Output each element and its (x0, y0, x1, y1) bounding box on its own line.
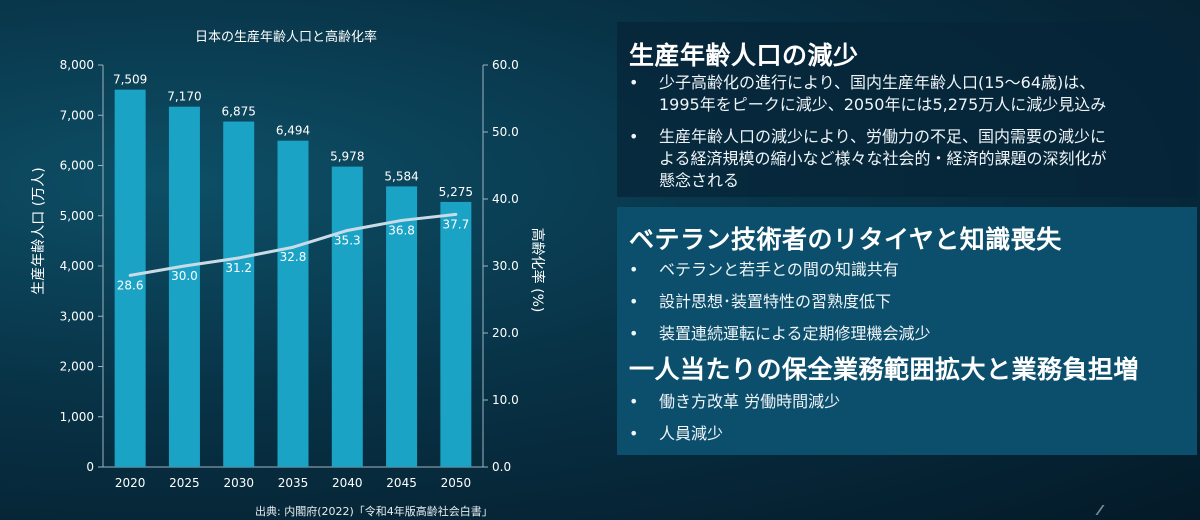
panel-population-decline: 生産年齢人口の減少 • 少子高齢化の進行により、国内生産年齢人口(15～64歳)は… (617, 22, 1197, 197)
bullet-marker: • (629, 260, 639, 279)
bullet-text: ベテランと若手との間の知識共有 (659, 260, 899, 279)
bar (168, 106, 200, 468)
bullet-marker: • (629, 292, 639, 311)
panel-challenges: ベテラン技術者のリタイヤと知識喪失 • ベテランと若手との間の知識共有 • 設計思想･… (617, 207, 1197, 455)
bullet-item: • 装置連続運転による定期修理機会減少 (629, 323, 1187, 345)
bar-data-label: 6,875 (222, 105, 256, 119)
x-tick-label: 2040 (332, 476, 363, 490)
x-tick-label: 2025 (169, 476, 200, 490)
bar (386, 186, 418, 468)
bar (440, 201, 472, 467)
bar-data-label: 7,170 (167, 90, 201, 104)
bullet-text: 1995年をピークに減少、2050年には5,275万人に減少見込み (659, 95, 1107, 114)
bullet-item: • ベテランと若手との間の知識共有 (629, 259, 1187, 281)
bullet-text: 懸念される (659, 171, 740, 190)
bullet-text: よる経済規模の縮小など様々な社会的・経済的課題の深刻化が (659, 149, 1107, 168)
y2-tick-label: 60.0 (492, 58, 519, 72)
line-data-label: 37.7 (442, 217, 469, 231)
bullet-marker: • (629, 392, 639, 411)
y2-axis-label: 高齢化率 (%) (529, 228, 546, 313)
bar-data-label: 6,494 (276, 124, 310, 138)
bullet-item: • 働き方改革 労働時間減少 (629, 391, 1187, 413)
line-data-label: 32.8 (280, 250, 307, 264)
bar (223, 121, 255, 467)
line-data-label: 30.0 (171, 269, 198, 283)
bar-data-label: 5,584 (384, 169, 418, 183)
y-tick-label: 1,000 (60, 410, 94, 424)
chart-title: 日本の生産年齢人口と高齢化率 (195, 29, 377, 45)
heading-population-decline: 生産年齢人口の減少 (629, 41, 859, 70)
bar-data-label: 7,509 (113, 73, 147, 87)
bullet-text: 働き方改革 労働時間減少 (659, 392, 841, 411)
y-tick-label: 2,000 (60, 360, 94, 374)
chart: 日本の生産年齢人口と高齢化率 0 1,000 2,000 3,000 4,000 5,00… (31, 29, 546, 490)
y2-tick-label: 20.0 (492, 326, 519, 340)
y2-tick-label: 30.0 (492, 259, 519, 273)
y-tick-label: 3,000 (60, 309, 94, 323)
line-point (128, 273, 132, 277)
y2-tick-label: 0.0 (492, 460, 511, 474)
corner-mark (1081, 505, 1105, 515)
y2-tick-label: 50.0 (492, 125, 519, 139)
line-point (182, 264, 186, 268)
bullet-marker: • (629, 324, 639, 343)
heading-workload-increase: 一人当たりの保全業務範囲拡大と業務負担増 (629, 355, 1140, 384)
y-tick-label: 6,000 (60, 159, 94, 173)
line-point (400, 218, 404, 222)
y-tick-label: 4,000 (60, 259, 94, 273)
y-tick-label: 7,000 (60, 108, 94, 122)
y-tick-label: 8,000 (60, 58, 94, 72)
line-point (237, 256, 241, 260)
bullet-item: • 人員減少 (629, 423, 1187, 445)
y-tick-label: 0 (86, 460, 94, 474)
bullet-marker: • (629, 424, 639, 443)
bullet-marker: • (629, 73, 639, 92)
y-axis-label: 生産年齢人口 (万人) (31, 167, 47, 294)
line-point (291, 245, 295, 249)
bullet-item: • 設計思想･装置特性の習熟度低下 (629, 291, 1187, 313)
bar (277, 140, 309, 467)
x-tick-label: 2050 (441, 476, 472, 490)
line-data-label: 36.8 (388, 223, 415, 237)
bullet-marker: • (629, 127, 639, 146)
y2-tick-label: 40.0 (492, 192, 519, 206)
line-data-label: 35.3 (334, 233, 361, 247)
bar (114, 89, 146, 467)
bullet-list-population: • 少子高齢化の進行により、国内生産年齢人口(15～64歳)は、 1995年をピーク… (629, 72, 1187, 202)
bullet-list-workload: • 働き方改革 労働時間減少 • 人員減少 (629, 391, 1187, 455)
line-data-label: 31.2 (225, 261, 252, 275)
bullet-text: 人員減少 (659, 424, 724, 443)
bullet-text: 生産年齢人口の減少により、労働力の不足、国内需要の減少に (659, 127, 1107, 146)
line-point (345, 228, 349, 232)
x-tick-label: 2045 (386, 476, 417, 490)
bar-data-label: 5,978 (330, 150, 364, 164)
bullet-text: 少子高齢化の進行により、国内生産年齢人口(15～64歳)は、 (659, 73, 1096, 92)
x-tick-label: 2030 (223, 476, 254, 490)
heading-veteran-retirement: ベテラン技術者のリタイヤと知識喪失 (629, 225, 1062, 254)
bullet-list-veteran: • ベテランと若手との間の知識共有 • 設計思想･装置特性の習熟度低下 • 装置連続運転に… (629, 259, 1187, 355)
line-data-label: 28.6 (117, 278, 144, 292)
y2-tick-label: 10.0 (492, 393, 519, 407)
bullet-text: 装置連続運転による定期修理機会減少 (659, 324, 931, 343)
bullet-item: • 生産年齢人口の減少により、労働力の不足、国内需要の減少に よる経済規模の縮小など… (629, 126, 1187, 192)
bar (331, 166, 363, 467)
y-tick-label: 5,000 (60, 209, 94, 223)
source-note: 出典: 内閣府(2022)「令和4年版高齢社会白書」 (255, 505, 493, 518)
bullet-item: • 少子高齢化の進行により、国内生産年齢人口(15～64歳)は、 1995年をピーク… (629, 72, 1187, 116)
x-tick-label: 2020 (115, 476, 146, 490)
bar-data-label: 5,275 (439, 185, 473, 199)
line-point (454, 212, 458, 216)
bullet-text: 設計思想･装置特性の習熟度低下 (659, 292, 892, 311)
x-tick-label: 2035 (278, 476, 309, 490)
